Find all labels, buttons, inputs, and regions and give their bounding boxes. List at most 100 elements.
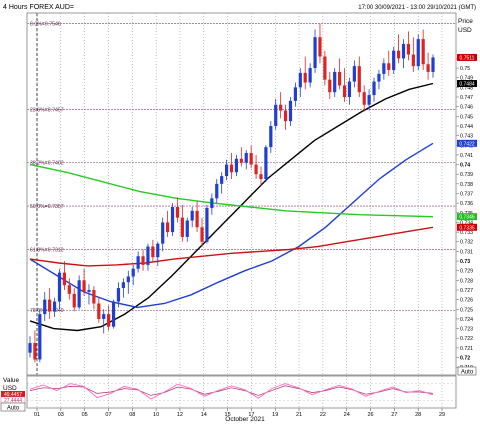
candle-body [121,282,125,289]
candle [328,71,332,99]
indicator-unit: USD [3,385,17,392]
fib-level-label: 0.0%=0.7546 [30,22,61,28]
candle [313,29,317,73]
candle [367,89,371,111]
candle-body [180,217,184,237]
price-badge: 0.7346 [457,213,477,221]
price-tick-label: 0.74 [460,163,470,169]
price-badge-text: 0.7484 [459,82,475,88]
candle-body [107,314,111,327]
price-tick-label: 0.747 [460,95,473,101]
candle-body [401,43,406,59]
candle-body [318,37,322,57]
price-tick-label: 0.748 [460,85,473,91]
candle-body [146,246,150,265]
indicator-badge-1-text: 49.4457 [4,392,22,398]
candle [215,179,219,204]
candle-body [220,176,224,184]
candle [387,50,391,76]
candle-body [338,71,342,86]
candle [136,251,140,273]
candle-body [298,72,302,88]
price-tick-label: 0.743 [460,134,473,140]
candle-body [131,268,135,277]
x-tick-label: 21 [296,412,302,418]
candle [107,305,111,331]
candle-body [43,299,47,315]
candle [151,239,155,262]
candle-body [342,85,347,98]
candle-body [77,280,81,308]
candle-body [28,343,32,353]
indicator-badge-2-text: 27.4444 [4,398,22,404]
candle-body [166,222,170,233]
candle [200,217,204,247]
price-badge: 0.7422 [457,139,477,147]
main-plot-frame [26,12,457,376]
indicator-auto-button[interactable]: Auto [0,402,26,412]
candle-body [421,39,425,65]
candle [279,92,283,119]
candle [52,297,57,318]
candle [43,291,47,321]
x-tick-label: 10 [153,412,159,418]
candle-body [244,152,248,163]
candle [146,243,150,271]
price-tick-label: 0.723 [460,327,473,333]
x-tick-label: 28 [415,412,421,418]
candle [338,58,342,90]
candle [347,77,352,105]
x-tick-label: 01 [34,412,40,418]
candle [264,145,268,182]
candle [372,77,376,102]
candle-body [67,285,71,294]
price-badge-box [457,213,477,221]
price-badge-box [457,139,477,147]
price-axis-unit: USD [458,27,472,34]
candle-body [249,152,253,165]
candle [426,52,430,80]
candle [392,46,396,74]
price-auto-button[interactable]: Auto [457,366,477,376]
price-tick-label: 0.745 [460,114,473,120]
candle [298,68,302,98]
candle [67,278,71,300]
candle-body [406,43,411,55]
x-tick-label: 12 [177,412,183,418]
candle [224,159,229,180]
price-tick-label: 0.726 [460,298,473,304]
price-tick-label: 0.749 [460,76,473,82]
price-tick-label: 0.731 [460,249,473,255]
candle [239,147,243,167]
candle [77,275,81,310]
candle-body [279,104,283,111]
candle-body [170,207,175,233]
price-tick-label: 0.732 [460,240,473,246]
price-tick-label: 0.744 [460,124,473,130]
candle [205,205,209,244]
x-tick-label: 22 [320,412,326,418]
price-tick-label: 0.727 [460,288,473,294]
candle [180,205,184,242]
candle [116,282,121,308]
candle-body [151,246,155,258]
price-auto-label: Auto [461,370,474,376]
price-tick-label: 0.721 [460,346,473,352]
price-badge-text: 0.7511 [460,55,475,61]
candle-body [38,314,42,360]
candle [431,54,435,78]
candle [82,268,86,296]
candle-body [229,164,234,173]
candle-body [387,63,391,70]
candle [190,207,194,228]
candle-body [347,81,352,98]
candle [72,288,76,312]
candle-body [200,227,204,242]
price-tick-label: 0.73 [460,259,470,265]
candle [121,278,125,298]
price-axis-title: Price [458,18,473,25]
candle [288,97,293,126]
fib-level-label: 23.6%=0.7457 [30,108,64,114]
